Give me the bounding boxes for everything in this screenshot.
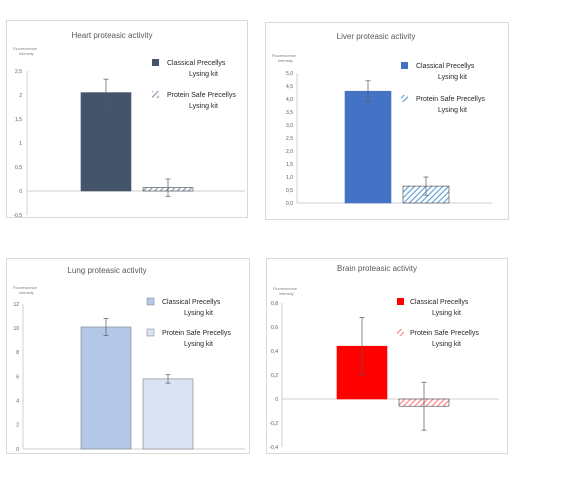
brain-chart-title: Brain proteasic activity (337, 264, 417, 273)
brain-legend-label-line: Lysing kit (432, 341, 461, 348)
heart-chart: Heart proteasic activity Fluorescence inte… (13, 31, 245, 217)
brain-legend-label-classical: Classical Precellys Lysing kit (410, 299, 469, 317)
brain-y-tick-label: 0,2 (271, 373, 278, 379)
heart-y-tick-label: 2 (19, 93, 22, 99)
brain-y-tick-label: 0 (275, 397, 278, 403)
liver-y-tick-label: 3,0 (286, 123, 293, 129)
heart-y-axis-title-line: intensity (19, 51, 34, 56)
lung-bar-classical (80, 326, 132, 450)
heart-legend-label-protein-safe: Protein Safe Precellys Lysing kit (167, 92, 236, 110)
lung-legend-label-line: Lysing kit (184, 341, 213, 348)
brain-legend-label-line: Lysing kit (432, 310, 461, 317)
lung-y-tick-label: 8 (16, 350, 19, 356)
lung-legend-label-classical: Classical Precellys Lysing kit (162, 299, 221, 317)
lung-y-tick-label: 4 (16, 398, 19, 404)
lung-legend-swatch-protein-safe (146, 328, 155, 337)
lung-y-tick-label: 0 (16, 447, 19, 453)
liver-y-tick-label: 1,0 (286, 175, 293, 181)
liver-chart-title: Liver proteasic activity (337, 32, 416, 41)
liver-y-tick-label: 3,5 (286, 110, 293, 116)
heart-y-tick-label: 0,5 (15, 165, 22, 171)
heart-chart-panel: Heart proteasic activity Fluorescence inte… (6, 20, 248, 218)
heart-legend-label-line: Lysing kit (189, 71, 218, 78)
heart-y-tick-label: 1,5 (15, 117, 22, 123)
lung-y-axis-title-line: intensity (19, 290, 34, 295)
heart-legend-label-classical: Classical Precellys Lysing kit (167, 60, 226, 78)
lung-legend-label-line: Lysing kit (184, 310, 213, 317)
liver-legend-label-protein-safe: Protein Safe Precellys Lysing kit (416, 96, 485, 114)
lung-y-axis-title-line: Fluorescence (13, 285, 38, 290)
liver-legend-label-line: Lysing kit (438, 107, 467, 114)
brain-y-tick-label: 0,6 (271, 325, 278, 331)
brain-chart-panel: Brain proteasic activity Fluorescence inte… (266, 258, 508, 454)
brain-legend-label-protein-safe: Protein Safe Precellys Lysing kit (410, 330, 479, 348)
lung-y-tick-label: 10 (13, 326, 19, 332)
lung-legend-swatch-classical (146, 297, 155, 306)
liver-bar-classical (344, 90, 392, 204)
liver-y-axis-title-line: intensity (278, 58, 293, 63)
heart-y-tick-label: -0,5 (13, 213, 22, 217)
heart-y-tick-label: 1 (19, 141, 22, 147)
brain-y-tick-label: -0,4 (269, 445, 278, 451)
brain-y-axis-title-line: intensity (279, 291, 294, 296)
brain-chart: Brain proteasic activity Fluorescence inte… (269, 264, 499, 451)
lung-legend-label-line: Classical Precellys (162, 299, 221, 306)
lung-chart-panel: Lung proteasic activity Fluorescence inten… (6, 258, 250, 454)
brain-y-axis-title-line: Fluorescence (273, 286, 298, 291)
lung-y-tick-label: 2 (16, 423, 19, 429)
lung-y-axis-title: Fluorescence intensity (13, 285, 38, 295)
heart-legend-swatch-protein-safe (152, 91, 159, 98)
brain-y-tick-label: 0,8 (271, 301, 278, 307)
lung-legend-label-protein-safe: Protein Safe Precellys Lysing kit (162, 330, 231, 348)
liver-y-axis-title-line: Fluorescence (272, 53, 297, 58)
heart-chart-title: Heart proteasic activity (72, 31, 153, 40)
liver-y-tick-label: 1,5 (286, 162, 293, 168)
liver-y-tick-label: 5,0 (286, 71, 293, 77)
liver-y-tick-label: 2,5 (286, 136, 293, 142)
lung-y-tick-label: 6 (16, 374, 19, 380)
liver-y-tick-label: 4,5 (286, 84, 293, 90)
brain-legend-label-line: Protein Safe Precellys (410, 330, 479, 337)
lung-legend-label-line: Protein Safe Precellys (162, 330, 231, 337)
lung-bar-protein-safe (142, 378, 194, 450)
liver-legend-label-line: Protein Safe Precellys (416, 96, 485, 103)
brain-legend-swatch-classical (397, 298, 404, 305)
liver-legend-label-line: Classical Precellys (416, 63, 475, 70)
liver-legend-swatch-protein-safe (401, 95, 408, 102)
liver-y-axis-title: Fluorescence intensity (272, 53, 297, 63)
heart-y-axis-title: Fluorescence intensity (13, 46, 38, 56)
heart-legend-label-line: Protein Safe Precellys (167, 92, 236, 99)
liver-chart: Liver proteasic activity Fluorescence inte… (272, 32, 492, 207)
heart-bar-classical (80, 92, 132, 192)
lung-chart: Lung proteasic activity Fluorescence inten… (13, 266, 245, 453)
liver-legend-label-classical: Classical Precellys Lysing kit (416, 63, 475, 81)
heart-legend-label-line: Classical Precellys (167, 60, 226, 67)
lung-y-tick-label: 12 (13, 302, 19, 308)
brain-y-tick-label: 0,4 (271, 349, 278, 355)
liver-y-tick-label: 0,0 (286, 201, 293, 207)
liver-legend-swatch-classical (401, 62, 408, 69)
brain-legend-label-line: Classical Precellys (410, 299, 469, 306)
heart-legend-swatch-classical (152, 59, 159, 66)
heart-y-tick-label: 0 (19, 189, 22, 195)
heart-legend-label-line: Lysing kit (189, 103, 218, 110)
liver-y-tick-label: 2,0 (286, 149, 293, 155)
lung-chart-title: Lung proteasic activity (67, 266, 146, 275)
heart-y-axis-title-line: Fluorescence (13, 46, 38, 51)
heart-y-tick-label: 2,5 (15, 69, 22, 75)
liver-legend-label-line: Lysing kit (438, 74, 467, 81)
brain-y-axis-title: Fluorescence intensity (273, 286, 298, 296)
liver-y-tick-label: 0,5 (286, 188, 293, 194)
liver-chart-panel: Liver proteasic activity Fluorescence inte… (265, 22, 509, 220)
brain-y-tick-label: -0,2 (269, 421, 278, 427)
liver-y-tick-label: 4,0 (286, 97, 293, 103)
brain-legend-swatch-protein-safe (397, 329, 404, 336)
